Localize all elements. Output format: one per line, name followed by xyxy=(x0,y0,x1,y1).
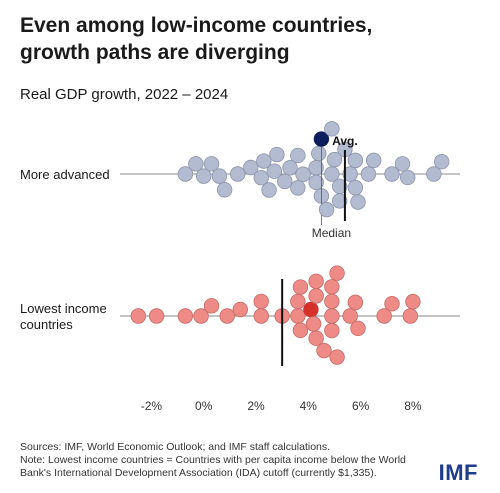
dot xyxy=(324,293,340,310)
dot xyxy=(308,174,324,191)
dot xyxy=(324,121,340,137)
dot xyxy=(193,308,209,324)
dot xyxy=(360,166,377,182)
dot xyxy=(148,308,165,324)
title: Even among low-income countries, growth … xyxy=(20,14,373,64)
dot xyxy=(405,293,421,310)
dot xyxy=(195,168,212,184)
dot xyxy=(342,166,358,182)
dot xyxy=(308,273,324,289)
annotation: Median xyxy=(312,226,351,240)
dot xyxy=(282,160,298,176)
dot xyxy=(318,201,335,218)
dot xyxy=(219,308,235,324)
dot xyxy=(347,179,364,196)
dot xyxy=(243,159,259,176)
average-label: Avg. xyxy=(332,134,358,148)
dot xyxy=(203,298,220,314)
dot xyxy=(256,153,272,169)
dot xyxy=(253,293,269,310)
highlight-dot xyxy=(303,301,319,318)
dot xyxy=(253,169,269,186)
notes: Sources: IMF, World Economic Outlook; an… xyxy=(20,441,430,480)
x-tick-label: 6% xyxy=(352,399,370,413)
dot xyxy=(290,180,306,196)
dot xyxy=(347,294,364,311)
dot xyxy=(295,166,311,182)
dot xyxy=(290,308,306,324)
x-tick-label: 2% xyxy=(247,399,265,413)
dot xyxy=(290,147,306,164)
logo: IMF xyxy=(438,460,478,485)
row-label: Lowest income countries xyxy=(20,301,107,332)
x-tick-label: 8% xyxy=(404,399,422,413)
dot xyxy=(290,293,306,310)
dot xyxy=(311,145,327,162)
dot xyxy=(216,182,233,198)
dot xyxy=(365,152,382,169)
dot xyxy=(426,166,442,182)
dot xyxy=(308,330,324,346)
dot xyxy=(292,322,309,339)
dot xyxy=(384,166,400,182)
dot xyxy=(292,279,309,295)
dot xyxy=(324,322,340,339)
dot xyxy=(326,151,343,168)
dot xyxy=(347,152,364,169)
dot xyxy=(433,153,450,170)
subtitle: Real GDP growth, 2022 – 2024 xyxy=(20,86,229,103)
dot xyxy=(384,295,400,312)
dot xyxy=(305,316,322,332)
dot xyxy=(316,342,332,359)
dot xyxy=(331,193,348,209)
dot xyxy=(203,156,220,172)
dot xyxy=(277,173,293,190)
dot xyxy=(261,182,277,198)
dot xyxy=(188,156,204,172)
dot xyxy=(308,288,324,304)
dot xyxy=(329,349,345,365)
x-tick-label: 4% xyxy=(300,399,318,413)
note: Note: Lowest income countries = Countrie… xyxy=(20,454,406,479)
source-note: Sources: IMF, World Economic Outlook; an… xyxy=(20,441,331,453)
dot xyxy=(399,169,416,186)
dot xyxy=(177,166,194,182)
dot xyxy=(402,308,419,324)
dot xyxy=(229,166,246,182)
dot xyxy=(324,308,340,324)
dot xyxy=(376,308,392,324)
dot xyxy=(324,166,340,182)
dot xyxy=(324,279,340,295)
dot xyxy=(329,265,345,281)
dot xyxy=(394,156,411,172)
dot xyxy=(232,301,249,318)
dot xyxy=(177,308,194,324)
dot xyxy=(130,308,147,324)
dot xyxy=(253,308,269,324)
dot xyxy=(266,163,283,179)
dot xyxy=(350,194,366,210)
dot xyxy=(269,146,285,163)
row-label: More advanced xyxy=(20,167,110,182)
x-tick-label: 0% xyxy=(195,399,213,413)
dot xyxy=(342,308,358,324)
dot xyxy=(350,320,366,337)
x-tick-label: -2% xyxy=(141,399,163,413)
dot xyxy=(211,168,228,184)
